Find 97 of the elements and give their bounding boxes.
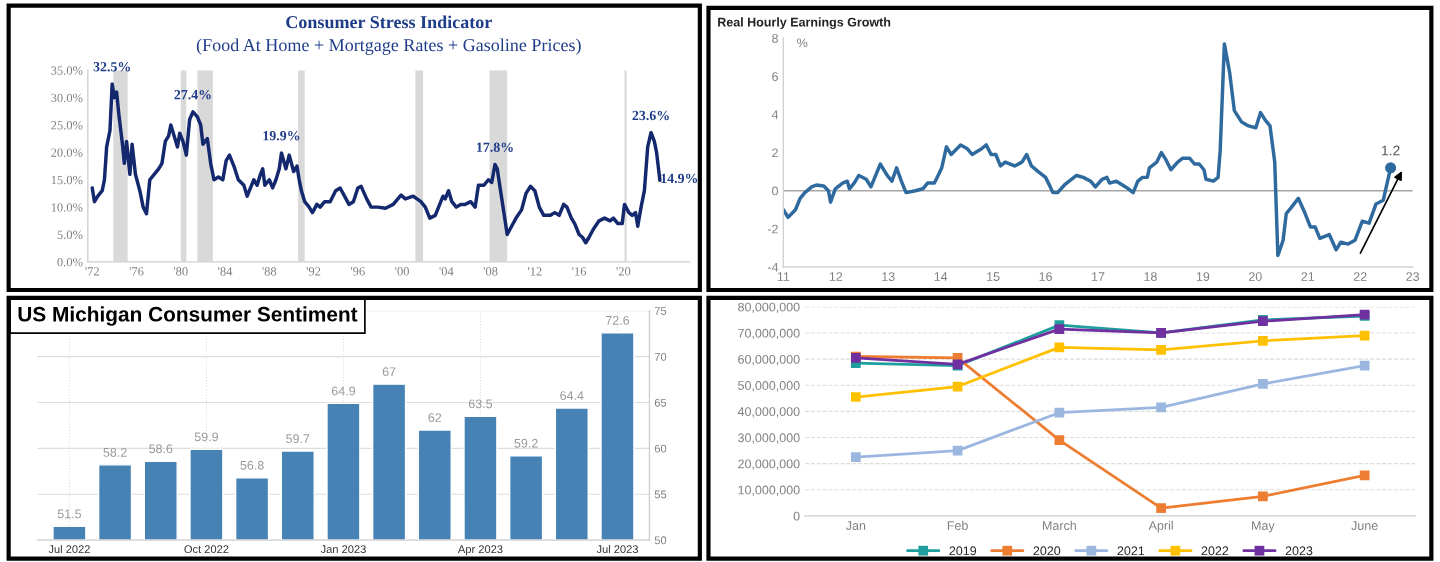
y-tick-label: 75	[654, 307, 667, 315]
data-label: 72.6	[605, 315, 630, 325]
y-tick-label: 10.0%	[51, 203, 83, 212]
data-label: 59.9	[194, 432, 218, 442]
x-tick-label: '20	[616, 267, 631, 276]
x-tick-label: '92	[306, 267, 321, 276]
x-tick-label: 14	[934, 272, 948, 281]
y-tick-label: 15.0%	[51, 175, 83, 185]
x-tick-label: March	[1043, 520, 1076, 530]
y-tick-label: -2	[767, 224, 778, 234]
annotation: 19.9%	[263, 131, 300, 141]
x-tick-label: 22	[1353, 272, 1367, 281]
y-tick-label: 70	[654, 352, 667, 361]
data-label: 64.4	[560, 391, 584, 400]
chart-title: US Michigan Consumer Sentiment	[18, 306, 358, 326]
y-tick-label: 5.0%	[57, 230, 83, 240]
chart-subtitle: (Food At Home + Mortgage Rates + Gasoline Prices)	[196, 38, 581, 55]
x-tick-label: May	[1252, 521, 1275, 533]
y-tick-label: 2	[772, 148, 778, 158]
annotation: 17.8%	[477, 142, 513, 152]
annotation: 27.4%	[174, 89, 211, 100]
data-label: 62	[428, 413, 442, 422]
data-label: 58.6	[149, 444, 173, 454]
y-tick-label: 80,000,000	[738, 302, 800, 313]
data-label: 58.2	[103, 448, 127, 457]
y-tick-label: 0	[793, 511, 800, 521]
legend-label: 2023	[1285, 546, 1313, 556]
x-tick-label: 20	[1249, 272, 1262, 281]
data-label: 63.5	[468, 399, 493, 409]
annotation: 32.5%	[93, 62, 130, 72]
x-tick-label: '96	[350, 267, 365, 276]
data-label: 56.8	[240, 460, 264, 470]
y-tick-label: 30,000,000	[738, 433, 800, 444]
x-tick-label: '84	[218, 267, 233, 276]
legend-label: 2020	[1033, 546, 1061, 556]
x-tick-label: '16	[572, 267, 587, 276]
data-label: 59.2	[514, 438, 538, 448]
x-tick-label: 23	[1406, 272, 1420, 281]
x-tick-label: 16	[1039, 272, 1052, 281]
y-tick-label: 30.0%	[51, 93, 83, 103]
legend-label: 2022	[1201, 546, 1229, 556]
y-tick-label: 60	[654, 444, 667, 453]
y-tick-label: 65	[654, 398, 667, 407]
x-tick-label: '72	[85, 267, 99, 276]
x-tick-label: 21	[1301, 272, 1315, 281]
x-tick-label: '12	[528, 267, 542, 276]
y-tick-label: 50,000,000	[738, 381, 800, 392]
data-label: 51.5	[57, 509, 82, 519]
y-tick-label: 4	[771, 110, 779, 119]
x-tick-label: '04	[439, 267, 454, 276]
y-tick-label: 50	[654, 536, 667, 545]
chart-title: Consumer Stress Indicator	[286, 15, 492, 29]
x-tick-label: Jul 2022	[48, 544, 90, 554]
y-tick-label: 60,000,000	[738, 354, 800, 366]
y-tick-label: 25.0%	[51, 121, 83, 130]
legend-label: 2019	[949, 546, 977, 556]
x-tick-label: '88	[262, 267, 277, 276]
y-axis-title: %	[797, 38, 808, 48]
y-tick-label: 0.0%	[57, 257, 83, 267]
x-tick-label: 13	[882, 272, 895, 281]
x-tick-label: 19	[1196, 272, 1210, 281]
x-tick-label: 17	[1092, 272, 1105, 281]
y-tick-label: -4	[767, 262, 779, 272]
x-tick-label: 18	[1144, 272, 1157, 281]
x-tick-label: 12	[829, 272, 843, 281]
x-tick-label: Jan 2023	[320, 545, 366, 554]
x-tick-label: Apr 2023	[457, 545, 503, 556]
x-tick-label: 15	[987, 272, 1000, 281]
chart-title: Real Hourly Earnings Growth	[718, 17, 891, 30]
y-tick-label: 8	[772, 34, 778, 43]
x-tick-label: Jan	[845, 521, 866, 530]
x-tick-label: Feb	[947, 520, 968, 530]
x-tick-label: 11	[777, 272, 790, 281]
y-tick-label: 70,000,000	[738, 328, 800, 340]
y-tick-label: 20,000,000	[738, 459, 800, 470]
annotation: 1.2	[1382, 145, 1400, 156]
x-tick-label: '80	[173, 267, 188, 276]
data-label: 59.7	[286, 434, 310, 444]
y-tick-label: 0	[772, 186, 779, 196]
x-tick-label: Oct 2022	[184, 545, 229, 554]
y-tick-label: 40,000,000	[737, 407, 800, 418]
x-tick-label: Jul 2023	[596, 544, 638, 554]
legend-label: 2021	[1117, 546, 1145, 556]
x-tick-label: April	[1148, 520, 1173, 533]
data-label: 67	[382, 367, 396, 377]
y-tick-label: 55	[654, 490, 667, 499]
annotation: 14.9%	[661, 173, 698, 184]
y-tick-label: 20.0%	[51, 148, 83, 157]
data-label: 64.9	[331, 386, 356, 396]
x-tick-label: June	[1351, 521, 1378, 530]
y-tick-label: 10,000,000	[738, 485, 800, 496]
x-tick-label: '00	[395, 267, 409, 276]
x-tick-label: '08	[483, 267, 498, 276]
y-tick-label: 6	[772, 72, 778, 81]
annotation: 23.6%	[632, 110, 669, 121]
x-tick-label: '76	[129, 267, 144, 276]
y-tick-label: 35.0%	[51, 66, 83, 75]
